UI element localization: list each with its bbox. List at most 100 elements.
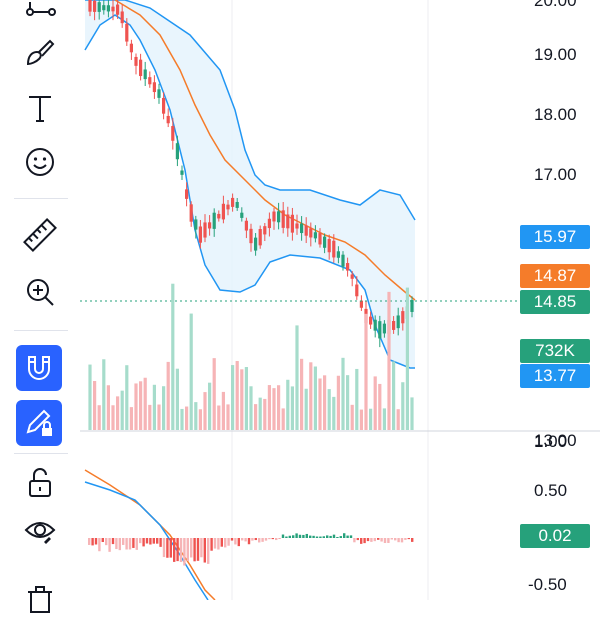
text-tool-button[interactable] [13,84,67,132]
volume-bar [221,391,225,430]
ruler-button[interactable] [13,211,67,259]
candle-body [157,89,161,98]
macd-histogram-bar [186,538,189,562]
macd-histogram-bar [173,538,176,562]
macd-histogram-bar [200,538,203,558]
brush-button[interactable] [13,28,67,76]
candle-body [240,212,244,218]
emoji-button[interactable] [13,138,67,186]
brush-icon [22,34,58,70]
chart-area[interactable] [80,0,600,600]
volume-bar [267,385,271,430]
trash-button[interactable] [13,576,67,624]
candle-body [249,228,253,244]
macd-histogram-bar [336,536,339,538]
macd-histogram-bar [370,538,373,542]
candle-body [281,210,285,228]
candle-body [185,189,189,199]
price-chart[interactable] [80,0,600,600]
volume-bar [97,405,101,430]
drawing-toolbar [0,0,80,613]
candle-body [396,315,400,329]
macd-histogram-bar [152,538,155,544]
upper-band-badge: 15.97 [520,225,590,249]
volume-bar [189,313,193,430]
macd-histogram-bar [353,538,356,543]
macd-histogram-bar [98,538,101,552]
text-icon [22,90,58,126]
zoom-in-button[interactable] [13,268,67,316]
volume-bar [323,375,327,430]
volume-bar [295,325,299,430]
macd-histogram-bar [281,534,285,538]
candle-body [148,77,152,85]
macd-histogram-bar [227,538,230,546]
last-price-badge: 14.85 [520,290,590,314]
zoom-in-icon [22,274,58,310]
macd-histogram-bar [244,538,247,542]
macd-histogram-bar [275,538,278,541]
candle-body [231,197,235,207]
candle-body [277,211,281,223]
visibility-button[interactable] [13,506,67,554]
candle-body [332,240,336,258]
candle-body [300,223,304,234]
volume-bar [346,375,350,430]
volume-bar [373,376,377,430]
candle-body [327,239,331,253]
volume-bar [111,405,115,430]
volume-bar [318,378,322,430]
volume-bar [359,409,363,430]
volume-bar [286,379,290,430]
volume-bar [355,368,359,430]
volume-bar [166,361,170,430]
lock-drawings-button[interactable] [16,400,62,446]
macd-histogram-bar [298,534,302,538]
macd-histogram-bar [115,538,118,550]
macd-histogram-bar [217,538,220,550]
macd-histogram-bar [380,538,383,542]
candle-body [166,115,170,124]
volume-bar [327,389,331,430]
macd-histogram-bar [118,538,121,551]
toolbar-divider [14,453,68,454]
macd-histogram-bar [397,538,400,543]
candle-body [212,212,216,229]
candle-body [134,56,138,66]
price-axis-label: 18.00 [534,105,577,124]
candle-body [235,201,239,208]
volume-bar [171,283,175,430]
candle-body [336,251,340,258]
candle-body [295,223,299,229]
macd-histogram-bar [363,538,366,544]
macd-histogram-bar [241,538,244,541]
candle-body [350,274,354,279]
macd-histogram-bar [305,533,308,538]
macd-histogram-bar [94,538,98,545]
macd-histogram-bar [258,538,261,543]
volume-bar [309,362,313,430]
macd-histogram-bar [261,538,264,542]
macd-histogram-bar [207,538,210,564]
macd-histogram-bar [111,538,115,545]
candle-body [323,236,327,248]
magnet-button[interactable] [16,345,62,391]
volume-bar [180,408,184,430]
macd-histogram-bar [183,538,186,566]
volume-bar [194,402,198,430]
volume-bar [106,385,110,430]
unlock-button[interactable] [13,458,67,506]
lines-tool-button[interactable] [13,0,67,30]
macd-histogram-bar [271,538,274,540]
volume-bar [198,409,202,430]
macd-line [84,481,209,600]
candle-body [194,219,198,230]
candle-body [378,321,382,339]
candle-body [272,211,276,222]
macd-histogram-bar [394,538,397,541]
volume-bar [226,404,230,430]
macd-histogram-bar [196,538,200,561]
candle-body [369,316,373,325]
volume-bar [300,358,304,430]
candle-body [93,0,97,12]
